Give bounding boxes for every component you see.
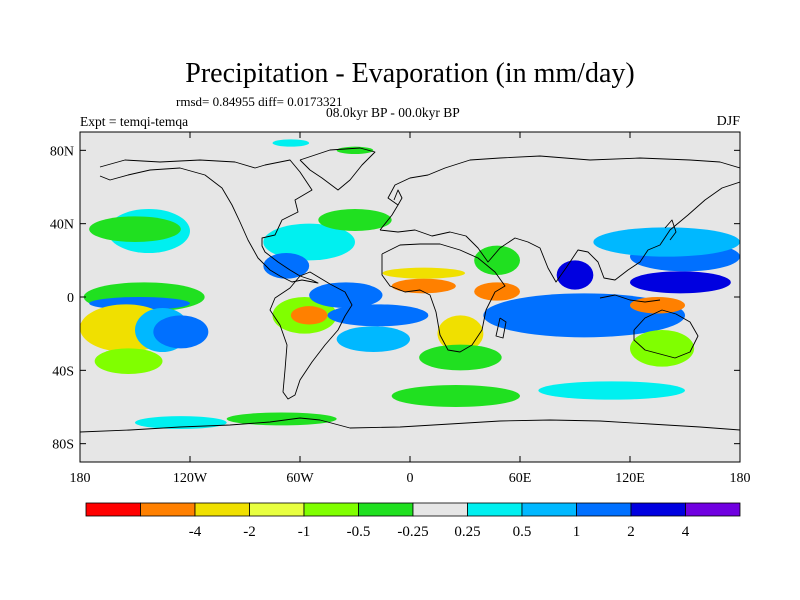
region-amazon-orange (290, 306, 328, 325)
region-s-africa-green (419, 344, 502, 371)
colorbar-box (140, 502, 196, 517)
x-tick-label: 120W (173, 471, 208, 486)
x-tick-label: 0 (407, 471, 414, 486)
anomaly-field (80, 139, 740, 430)
region-bay-navy (556, 260, 594, 290)
region-antarctic-green (226, 412, 337, 426)
coastline-eurasia (379, 155, 740, 283)
colorbar-box (249, 502, 305, 517)
colorbar-label: -1 (298, 524, 311, 540)
region-sahel-yellow (382, 267, 465, 279)
colorbar-label: 4 (682, 524, 690, 540)
colorbar-label: -4 (189, 524, 202, 540)
region-australia-lightgreen (630, 330, 695, 367)
axes: 180 120W 60W 0 60E 120E 180 80N 40N 0 40S 80S (50, 132, 751, 486)
colorbar-label: 1 (573, 524, 581, 540)
y-tick-label: 0 (67, 291, 74, 306)
coastline-south-america (269, 271, 353, 400)
coastline-africa (381, 243, 506, 353)
y-tick-label: 80S (52, 438, 74, 453)
x-tick-label: 180 (70, 471, 91, 486)
x-tick-label: 60W (286, 471, 314, 486)
y-tick-label: 40N (50, 218, 74, 233)
colorbar-box (630, 502, 686, 517)
region-n-pacific-green (89, 216, 181, 243)
region-w-pacific-cyan (593, 227, 740, 257)
region-sahel-orange (391, 278, 456, 294)
x-tick-label: 60E (509, 471, 532, 486)
coastline-greenland (299, 147, 376, 191)
region-arabia-green (474, 245, 520, 275)
experiment-label: Expt = temqi-temqa (80, 114, 188, 129)
region-southern-ocean-cyan (538, 381, 686, 400)
colorbar-box (358, 502, 414, 517)
coastline-north-america (99, 159, 319, 284)
region-spcz-lightgreen (94, 348, 163, 374)
colorbar-box (576, 502, 632, 517)
region-s-atlantic-cyan (336, 326, 411, 352)
colorbar-box (412, 502, 468, 517)
season-label: DJF (717, 114, 741, 129)
region-s-atlantic-blue (327, 304, 429, 327)
colorbar-label: 0.5 (513, 524, 532, 540)
colorbar-label: -2 (243, 524, 256, 540)
region-n-atlantic-cyan (263, 223, 355, 261)
coastline-indonesia (599, 294, 661, 303)
region-w-pacific-navy (630, 271, 731, 294)
y-tick-label: 80N (50, 144, 74, 159)
region-n-atlantic-green (318, 209, 392, 231)
coastline-madagascar (495, 317, 507, 339)
period-text: 08.0kyr BP - 00.0kyr BP (326, 105, 460, 120)
x-tick-label: 120E (615, 471, 645, 486)
coastline-antarctica (80, 417, 740, 433)
y-tick-label: 40S (52, 364, 74, 379)
x-tick-label: 180 (730, 471, 751, 486)
region-spcz-blue (153, 315, 209, 349)
colorbar-box (685, 502, 741, 517)
coastline-australia (633, 309, 699, 359)
colorbar-box (194, 502, 250, 517)
colorbar-label: 0.25 (454, 524, 480, 540)
colorbar-label: 2 (627, 524, 635, 540)
chart-title: Precipitation - Evaporation (in mm/day) (185, 58, 634, 89)
coastline-uk (393, 189, 403, 206)
region-arctic-cyan (272, 139, 310, 147)
region-e-africa-orange (474, 282, 520, 301)
colorbar-box (467, 502, 523, 517)
colorbar-box (85, 502, 141, 517)
colorbar-label: -0.5 (347, 524, 371, 540)
colorbar: -4 -2 -1 -0.5 -0.25 0.25 0.5 1 2 4 (85, 502, 741, 540)
region-maritime-orange (630, 297, 685, 314)
colorbar-label: -0.25 (397, 524, 428, 540)
region-s-africa-yellow (437, 315, 484, 352)
coastlines (80, 147, 740, 433)
colorbar-box (521, 502, 577, 517)
region-atl-itcz-blue (309, 282, 383, 308)
coastline-japan (664, 219, 677, 241)
stats-text: rmsd= 0.84955 diff= 0.0173321 (176, 94, 342, 109)
colorbar-box (303, 502, 359, 517)
region-southern-ocean-green (391, 385, 520, 407)
